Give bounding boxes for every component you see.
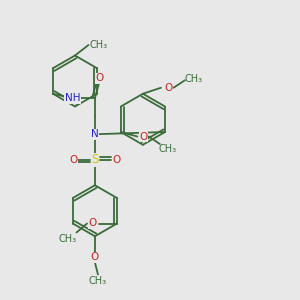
- Text: CH₃: CH₃: [185, 74, 203, 84]
- Text: O: O: [139, 131, 148, 142]
- Text: CH₃: CH₃: [158, 143, 176, 154]
- Text: S: S: [91, 153, 99, 166]
- Text: CH₃: CH₃: [89, 40, 107, 50]
- Text: O: O: [91, 252, 99, 262]
- Text: CH₃: CH₃: [89, 276, 107, 286]
- Text: O: O: [113, 155, 121, 165]
- Text: O: O: [95, 73, 104, 83]
- Text: O: O: [164, 83, 172, 93]
- Text: NH: NH: [65, 93, 80, 103]
- Text: N: N: [91, 129, 99, 139]
- Text: O: O: [88, 218, 97, 229]
- Text: CH₃: CH₃: [58, 234, 76, 244]
- Text: O: O: [69, 155, 77, 165]
